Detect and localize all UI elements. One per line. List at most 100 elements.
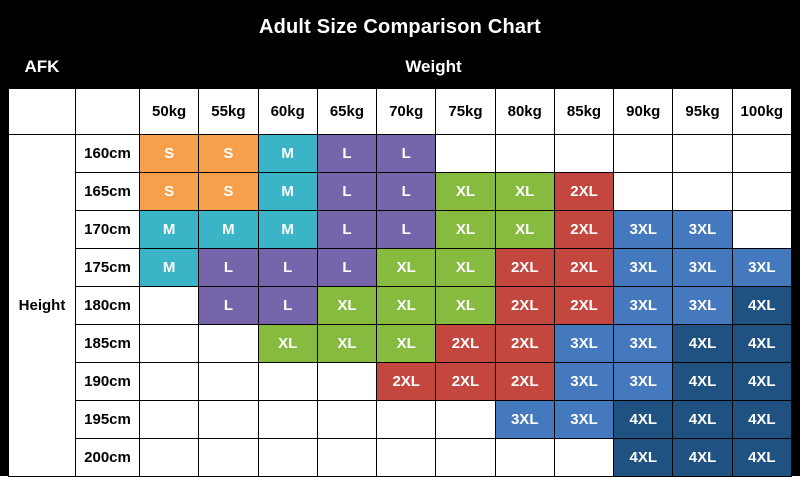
table-row: 170cm M M M L L XL XL 2XL 3XL 3XL (9, 210, 793, 249)
size-cell: M (257, 172, 318, 211)
size-cell: L (198, 248, 259, 287)
size-cell: L (198, 286, 259, 325)
size-cell: XL (435, 172, 496, 211)
size-cell: 4XL (731, 324, 793, 363)
size-cell: L (376, 172, 437, 211)
title-row: Adult Size Comparison Chart (8, 8, 792, 46)
weight-col-header: 70kg (376, 88, 437, 135)
table-row: 190cm 2XL 2XL 2XL 3XL 3XL 4XL 4XL (9, 362, 793, 401)
size-cell: XL (435, 210, 496, 249)
size-cell: M (257, 210, 318, 249)
size-cell: 3XL (613, 362, 674, 401)
height-row-header: 195cm (75, 400, 140, 439)
height-row-header: 180cm (75, 286, 140, 325)
empty-cell (138, 286, 200, 325)
size-cell: XL (257, 324, 318, 363)
weight-col-header: 55kg (198, 88, 259, 135)
empty-cell (435, 134, 496, 173)
chart-title: Adult Size Comparison Chart (8, 8, 792, 46)
size-cell: L (257, 286, 318, 325)
size-cell: 3XL (672, 248, 733, 287)
size-cell: 4XL (672, 400, 733, 439)
spacer-cell (75, 88, 140, 135)
weight-col-header: 60kg (257, 88, 318, 135)
empty-cell (731, 172, 793, 211)
size-cell: XL (494, 172, 555, 211)
size-cell: 4XL (672, 362, 733, 401)
size-cell: 4XL (672, 324, 733, 363)
empty-cell (376, 438, 437, 477)
size-cell: L (316, 210, 378, 249)
empty-cell (672, 134, 733, 173)
empty-cell (672, 172, 733, 211)
empty-cell (376, 400, 437, 439)
size-cell: 4XL (613, 438, 674, 477)
size-cell: 3XL (494, 400, 555, 439)
size-cell: 3XL (672, 286, 733, 325)
size-cell: 4XL (731, 362, 793, 401)
empty-cell (198, 362, 259, 401)
empty-cell (257, 362, 318, 401)
empty-cell (494, 438, 555, 477)
empty-cell (553, 134, 615, 173)
size-cell: S (198, 134, 259, 173)
empty-cell (257, 400, 318, 439)
table-row: Height 160cm S S M L L (8, 134, 793, 477)
size-cell: 4XL (731, 438, 793, 477)
weight-col-header: 85kg (553, 88, 615, 135)
size-cell: 4XL (613, 400, 674, 439)
empty-cell (435, 400, 496, 439)
size-cell: XL (376, 248, 437, 287)
size-cell: 3XL (672, 210, 733, 249)
size-cell: XL (316, 286, 378, 325)
size-cell: 2XL (553, 286, 615, 325)
empty-cell (613, 172, 674, 211)
size-cell: 4XL (731, 286, 793, 325)
empty-cell (316, 400, 378, 439)
empty-cell (553, 438, 615, 477)
size-cell: 2XL (376, 362, 437, 401)
empty-cell (316, 362, 378, 401)
empty-cell (138, 324, 200, 363)
empty-cell (613, 134, 674, 173)
height-row-header: 175cm (75, 248, 140, 287)
table-row: 175cm M L L L XL XL 2XL 2XL 3XL 3XL 3XL (9, 248, 793, 287)
weight-columns-row: 50kg 55kg 60kg 65kg 70kg 75kg 80kg 85kg 90kg 95kg… (8, 88, 793, 135)
size-cell: 3XL (553, 362, 615, 401)
height-row-header: 160cm (75, 134, 140, 173)
size-cell: L (316, 248, 378, 287)
size-cell: 2XL (553, 210, 615, 249)
size-cell: 3XL (613, 248, 674, 287)
empty-cell (257, 438, 318, 477)
table-row: 180cm L L XL XL XL 2XL 2XL 3XL 3XL 4XL (9, 286, 793, 325)
size-cell: 3XL (613, 324, 674, 363)
weight-col-header: 50kg (138, 88, 200, 135)
size-cell: M (138, 248, 200, 287)
size-cell: L (376, 134, 437, 173)
empty-cell (731, 210, 793, 249)
empty-cell (494, 134, 555, 173)
size-cell: 2XL (435, 324, 496, 363)
size-cell: L (376, 210, 437, 249)
empty-cell (138, 400, 200, 439)
size-cell: S (138, 172, 200, 211)
size-cell: 2XL (494, 362, 555, 401)
empty-cell (138, 362, 200, 401)
size-cell: 2XL (553, 248, 615, 287)
weight-col-header: 80kg (494, 88, 555, 135)
size-cell: 4XL (731, 400, 793, 439)
empty-cell (198, 400, 259, 439)
empty-cell (731, 134, 793, 173)
height-row-header: 190cm (75, 362, 140, 401)
size-cell: XL (376, 286, 437, 325)
size-cell: 2XL (435, 362, 496, 401)
size-cell: 3XL (613, 286, 674, 325)
weight-col-header: 65kg (316, 88, 378, 135)
corner-label: AFK (8, 45, 76, 89)
empty-cell (316, 438, 378, 477)
table-row: 195cm 3XL 3XL 4XL 4XL 4XL (9, 400, 793, 439)
size-cell: L (316, 172, 378, 211)
size-cell: 4XL (672, 438, 733, 477)
table-row: 185cm XL XL XL 2XL 2XL 3XL 3XL 4XL 4XL (9, 324, 793, 363)
size-cell: S (138, 134, 200, 173)
